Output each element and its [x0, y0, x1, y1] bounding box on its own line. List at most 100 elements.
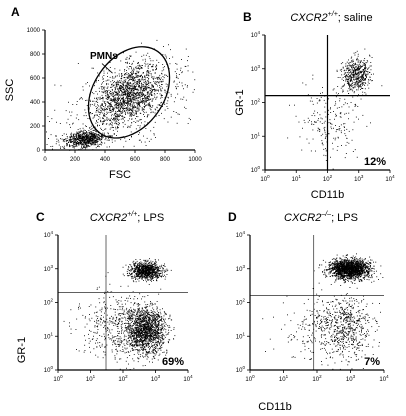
data-point: [105, 94, 107, 96]
data-point: [137, 97, 139, 99]
data-point: [107, 94, 109, 95]
data-point: [138, 309, 140, 311]
data-point: [143, 269, 145, 271]
data-point: [143, 316, 144, 318]
data-point: [349, 75, 351, 76]
data-point: [360, 78, 362, 80]
data-point: [114, 88, 116, 90]
data-point: [184, 84, 186, 86]
panel-b: 10010110210310410010110210310412%CXCR2+/…: [234, 10, 395, 201]
data-point: [356, 82, 358, 83]
data-point: [135, 343, 137, 345]
data-point: [160, 97, 162, 99]
data-point: [324, 120, 326, 122]
data-point: [130, 87, 131, 89]
data-point: [100, 86, 102, 87]
data-point: [355, 66, 357, 68]
data-point: [147, 91, 149, 93]
data-point: [157, 277, 159, 278]
data-point: [94, 141, 95, 143]
data-point: [128, 101, 130, 103]
data-point: [336, 69, 338, 71]
data-point: [107, 101, 109, 103]
data-point: [150, 93, 152, 95]
data-point: [143, 280, 144, 281]
data-point: [353, 83, 355, 85]
data-point: [354, 74, 356, 76]
title-condition: ; saline: [338, 12, 373, 24]
data-point: [147, 92, 149, 94]
data-point: [347, 75, 349, 77]
data-point: [351, 74, 353, 75]
data-point: [123, 146, 125, 148]
data-point: [111, 86, 113, 88]
data-point: [147, 87, 149, 89]
data-point: [148, 87, 150, 88]
data-point: [78, 136, 79, 138]
data-point: [136, 88, 138, 90]
data-point: [91, 140, 92, 141]
data-point: [51, 118, 53, 120]
data-point: [133, 91, 135, 93]
data-point: [328, 98, 329, 100]
data-point: [96, 140, 98, 142]
data-point: [99, 90, 100, 92]
data-point: [149, 105, 151, 107]
data-point: [88, 130, 90, 131]
data-point: [92, 136, 94, 138]
data-point: [153, 309, 155, 311]
data-point: [129, 270, 131, 272]
data-point: [312, 103, 314, 105]
data-point: [162, 67, 164, 69]
data-point: [89, 99, 91, 101]
data-point: [147, 274, 149, 276]
data-point: [150, 269, 152, 271]
data-point: [135, 327, 136, 329]
data-point: [130, 55, 131, 57]
data-point: [145, 88, 147, 90]
data-point: [330, 156, 331, 158]
data-point: [345, 69, 347, 71]
data-point: [157, 270, 159, 271]
data-point: [100, 120, 101, 122]
data-point: [143, 317, 145, 319]
data-point: [93, 134, 95, 135]
data-point: [105, 95, 107, 97]
data-point: [150, 278, 152, 280]
data-point: [113, 117, 114, 119]
data-point: [146, 334, 147, 336]
data-point: [98, 137, 99, 138]
data-point: [123, 94, 125, 95]
data-point: [70, 136, 72, 138]
data-point: [128, 80, 129, 82]
data-point: [175, 87, 177, 89]
data-point: [320, 135, 322, 137]
data-point: [162, 276, 164, 277]
data-point: [148, 266, 150, 268]
data-point: [357, 106, 359, 107]
data-point: [144, 265, 146, 267]
data-point: [150, 92, 152, 94]
data-point: [123, 89, 125, 91]
data-point: [119, 94, 120, 96]
data-point: [342, 67, 344, 69]
data-point: [124, 82, 126, 84]
data-point: [136, 275, 138, 277]
data-point: [81, 136, 83, 138]
data-point: [119, 109, 121, 111]
data-point: [151, 270, 153, 271]
data-point: [80, 139, 82, 141]
data-point: [340, 63, 342, 65]
data-point: [149, 89, 151, 91]
data-point: [103, 132, 105, 134]
data-point: [124, 330, 126, 332]
data-point: [131, 315, 133, 317]
data-point: [334, 104, 336, 106]
data-point: [187, 85, 188, 87]
data-point: [151, 276, 153, 277]
data-point: [144, 65, 146, 67]
data-point: [338, 107, 340, 108]
data-point: [143, 269, 144, 270]
data-point: [163, 77, 165, 79]
data-point: [127, 85, 129, 87]
